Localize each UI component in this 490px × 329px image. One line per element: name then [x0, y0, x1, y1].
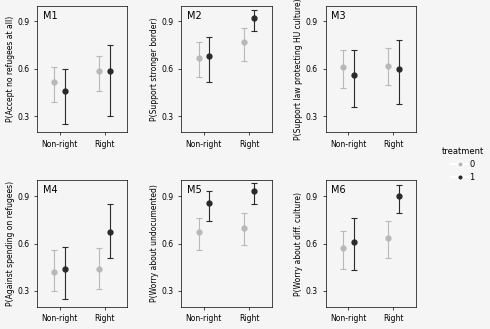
Y-axis label: P(Worry about undocumented): P(Worry about undocumented): [150, 185, 159, 302]
Y-axis label: P(Accept no refugees at all): P(Accept no refugees at all): [5, 16, 15, 122]
Text: M3: M3: [331, 11, 346, 21]
Text: M6: M6: [331, 185, 346, 195]
Text: M2: M2: [187, 11, 201, 21]
Y-axis label: P(Worry about diff. culture): P(Worry about diff. culture): [294, 191, 303, 295]
Legend: 0, 1: 0, 1: [440, 145, 486, 184]
Text: M1: M1: [43, 11, 57, 21]
Y-axis label: P(Support stronger border): P(Support stronger border): [150, 17, 159, 121]
Text: M4: M4: [43, 185, 57, 195]
Text: M5: M5: [187, 185, 201, 195]
Y-axis label: P(Against spending on refugees): P(Against spending on refugees): [5, 181, 15, 306]
Y-axis label: P(Support law protecting HU culture): P(Support law protecting HU culture): [294, 0, 303, 139]
